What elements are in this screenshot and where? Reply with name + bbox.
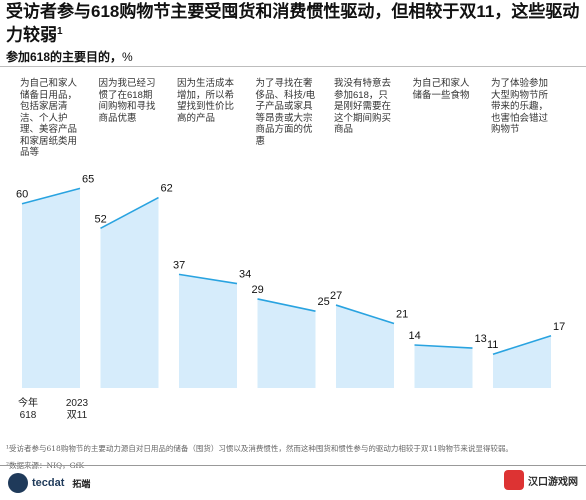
value-label-5-618: 27 [330,290,342,302]
chart-subtitle: 参加618的主要目的，% [6,50,133,64]
value-label-2-618: 52 [95,213,107,225]
brand-name: 拓端 [72,478,91,489]
value-label-3-double11: 34 [239,269,251,281]
header-divider [0,66,586,67]
value-label-3-618: 37 [173,259,185,271]
x-label-double11: 2023 双11 [65,398,89,421]
x-label-618: 今年 618 [18,398,38,421]
trend-line-2 [100,196,159,229]
brand-logo-text: tecdat [32,477,65,489]
trend-line-5 [335,304,395,325]
unit-label: % [122,50,133,64]
brand: tecdat 拓端 [8,473,90,493]
value-label-5-double11: 21 [396,309,408,321]
area-fill-1 [22,188,80,388]
trend-line-3 [178,273,238,285]
watermark: 汉口游戏网 [504,470,578,490]
footer-divider [0,465,586,466]
area-fill-5 [336,305,394,388]
area-fill-3 [179,274,237,388]
area-fill-6 [414,345,473,388]
value-label-7-double11: 17 [553,321,565,333]
area-fill-2 [100,197,159,388]
category-label-1: 为自己和家人储备日用品，包括家居清洁、个人护理、美容产品和家居纸类用品等 [20,78,78,158]
value-label-1-double11: 65 [82,173,94,185]
value-label-1-618: 60 [16,189,28,201]
area-fill-7 [493,335,551,388]
category-label-7: 为了体验参加大型购物节所带来的乐趣，也害怕会错过购物节 [491,78,549,135]
value-label-6-618: 14 [409,330,421,342]
value-label-2-double11: 62 [161,183,173,195]
chart-title: 受访者参与618购物节主要受囤货和消费惯性驱动，但相较于双11，这些驱动力较弱1 [6,2,580,45]
trend-line-7 [492,335,552,355]
value-label-6-double11: 13 [475,333,487,345]
category-label-3: 因为生活成本增加，所以希望找到性价比高的产品 [177,78,235,124]
trend-line-1 [21,187,81,205]
category-label-2: 因为我已经习惯了在618期间购物和寻找商品优惠 [98,78,156,124]
value-label-7-618: 11 [487,339,498,351]
watermark-icon [504,470,524,490]
value-label-4-618: 29 [252,284,264,296]
category-label-6: 为自己和家人储备一些食物 [412,78,470,101]
footnote-2: ²数据来源：NIQ，GfK [6,461,580,471]
value-label-4-double11: 25 [318,296,330,308]
area-fill-4 [257,298,316,388]
footnote-1: ¹受访者参与618购物节的主要动力源自对日用品的储备（囤货）习惯以及消费惯性，然… [6,444,513,453]
category-label-4: 为了寻找在奢侈品、科技/电子产品或家具等昂贵或大宗商品方面的优惠 [255,78,316,147]
category-label-5: 我没有特意去参加618，只是刚好需要在这个期间购买商品 [334,78,392,135]
brand-logo-icon [8,473,28,493]
watermark-text: 汉口游戏网 [528,476,578,488]
trend-line-4 [257,298,316,312]
trend-line-6 [414,344,473,349]
